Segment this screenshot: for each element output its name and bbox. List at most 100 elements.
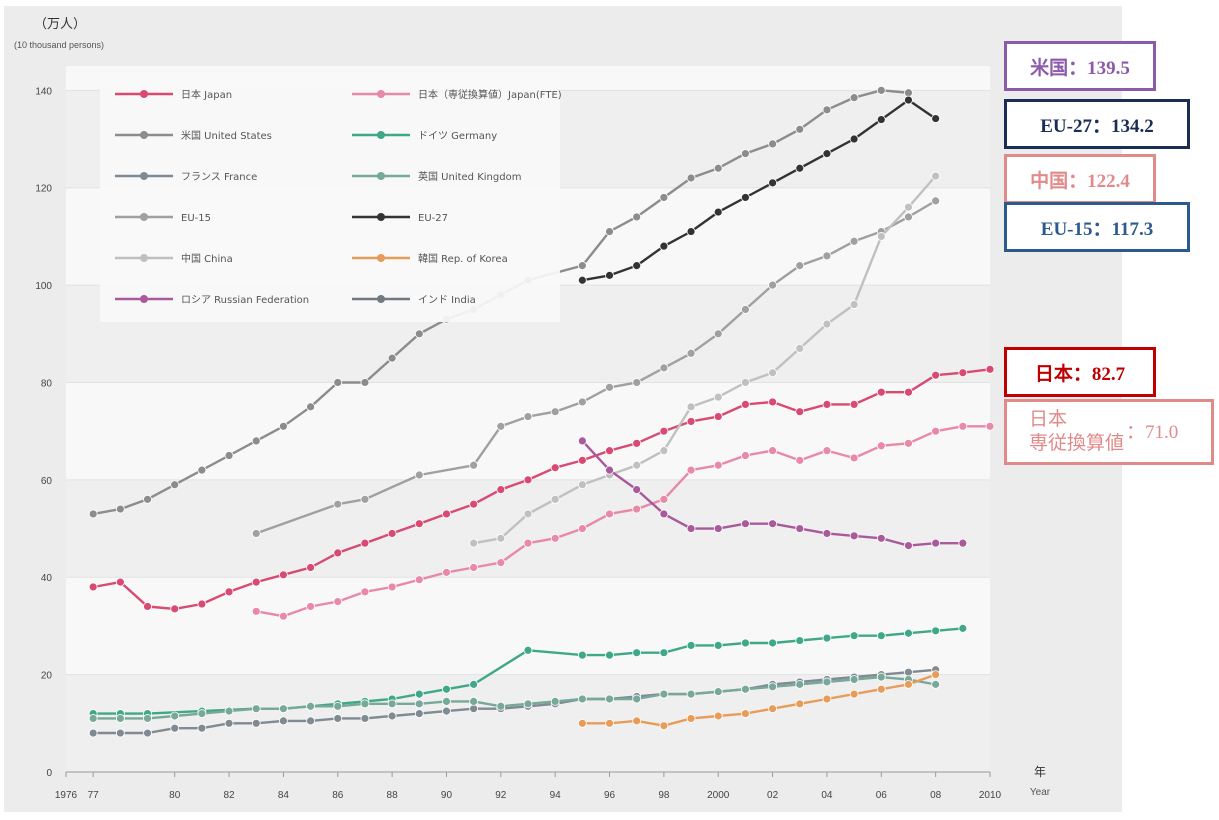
data-point <box>360 494 370 504</box>
annotation-usa-text: 米国：139.5 <box>1030 57 1130 79</box>
data-point <box>523 699 533 709</box>
data-point <box>659 494 669 504</box>
data-point <box>251 436 261 446</box>
data-point <box>741 193 750 202</box>
legend-swatch-marker <box>377 172 385 180</box>
data-point <box>115 728 125 738</box>
series-line <box>473 175 937 545</box>
data-point <box>333 548 343 558</box>
legend-label: 中国 China <box>181 252 233 265</box>
data-point <box>360 714 370 723</box>
x-tick-label: 96 <box>604 790 616 801</box>
series-line <box>92 368 991 611</box>
data-point <box>822 677 832 687</box>
data-point <box>768 368 777 378</box>
data-point <box>659 648 669 658</box>
data-point <box>387 699 397 709</box>
legend-background <box>100 72 560 322</box>
data-point <box>904 202 913 212</box>
data-point <box>605 650 614 660</box>
data-point <box>469 538 479 548</box>
band <box>66 479 990 578</box>
data-point <box>279 716 288 726</box>
data-point <box>768 704 777 714</box>
data-point <box>768 682 777 692</box>
data-point <box>958 421 968 431</box>
data-point <box>279 570 288 580</box>
series <box>469 171 941 548</box>
data-point <box>795 407 805 417</box>
data-point <box>768 178 777 188</box>
data-point <box>686 524 696 533</box>
x-axis: 1976 77 80 82 84 86 88 90 92 94 96 98 2000 02 04 06 08 20… <box>55 771 1002 801</box>
legend-swatch-marker <box>377 131 385 139</box>
data-point <box>577 261 587 271</box>
x-tick-label: 2010 <box>979 790 1002 801</box>
series-line <box>93 668 936 735</box>
series <box>251 421 995 621</box>
data-point <box>279 421 288 431</box>
data-point <box>713 392 723 402</box>
data-point <box>904 438 913 448</box>
series <box>251 196 941 538</box>
data-point <box>686 641 696 650</box>
data-point <box>632 438 642 448</box>
data-point <box>741 399 750 409</box>
legend-swatch-marker <box>140 254 148 262</box>
legend-label: フランス France <box>181 171 257 183</box>
data-point <box>659 509 669 519</box>
annotation-eu15-text: EU-15：117.3 <box>1040 218 1154 240</box>
data-point <box>251 704 261 714</box>
data-point <box>279 704 288 714</box>
data-point <box>360 587 370 597</box>
data-point <box>849 689 859 699</box>
data-point <box>632 716 642 726</box>
data-point <box>306 563 315 572</box>
data-point <box>768 139 777 149</box>
legend-label: ロシア Russian Federation <box>181 295 309 306</box>
data-point <box>931 538 941 548</box>
data-point <box>849 134 859 144</box>
legend-swatch-marker <box>377 90 385 98</box>
data-point <box>605 509 614 519</box>
data-point <box>904 679 913 689</box>
data-point <box>197 709 207 718</box>
data-point <box>197 599 207 609</box>
data-point <box>713 329 723 339</box>
y-axis-unit-label-en: (10 thousand persons) <box>14 40 104 50</box>
data-point <box>605 227 614 236</box>
series <box>88 364 995 614</box>
data-point <box>904 667 913 677</box>
x-tick-label: 80 <box>169 790 181 801</box>
x-tick-label: 04 <box>821 790 833 801</box>
data-point <box>577 436 587 446</box>
data-point <box>88 714 98 723</box>
data-point <box>632 648 642 658</box>
annotation-eu27-text: EU-27：134.2 <box>1040 115 1154 137</box>
data-point <box>904 88 913 98</box>
data-point <box>795 636 805 645</box>
annotation-japan-text: 日本：82.7 <box>1034 363 1126 385</box>
data-point <box>659 241 669 251</box>
data-point <box>931 196 941 206</box>
legend-label: 日本（専従換算値）Japan(FTE) <box>418 88 562 101</box>
x-tick-label: 2000 <box>707 790 730 801</box>
data-point <box>577 275 587 285</box>
x-tick-label: 1976 <box>55 790 78 801</box>
data-point <box>170 723 180 733</box>
data-point <box>741 149 750 159</box>
data-point <box>115 714 125 723</box>
data-point <box>795 163 805 173</box>
data-point <box>741 378 750 387</box>
data-point <box>713 524 723 533</box>
data-point <box>904 95 913 105</box>
data-point <box>442 697 451 706</box>
data-point <box>686 173 696 183</box>
data-point <box>849 675 859 684</box>
data-point <box>469 499 479 509</box>
data-point <box>333 378 343 387</box>
data-point <box>904 628 913 638</box>
data-point <box>333 597 343 606</box>
